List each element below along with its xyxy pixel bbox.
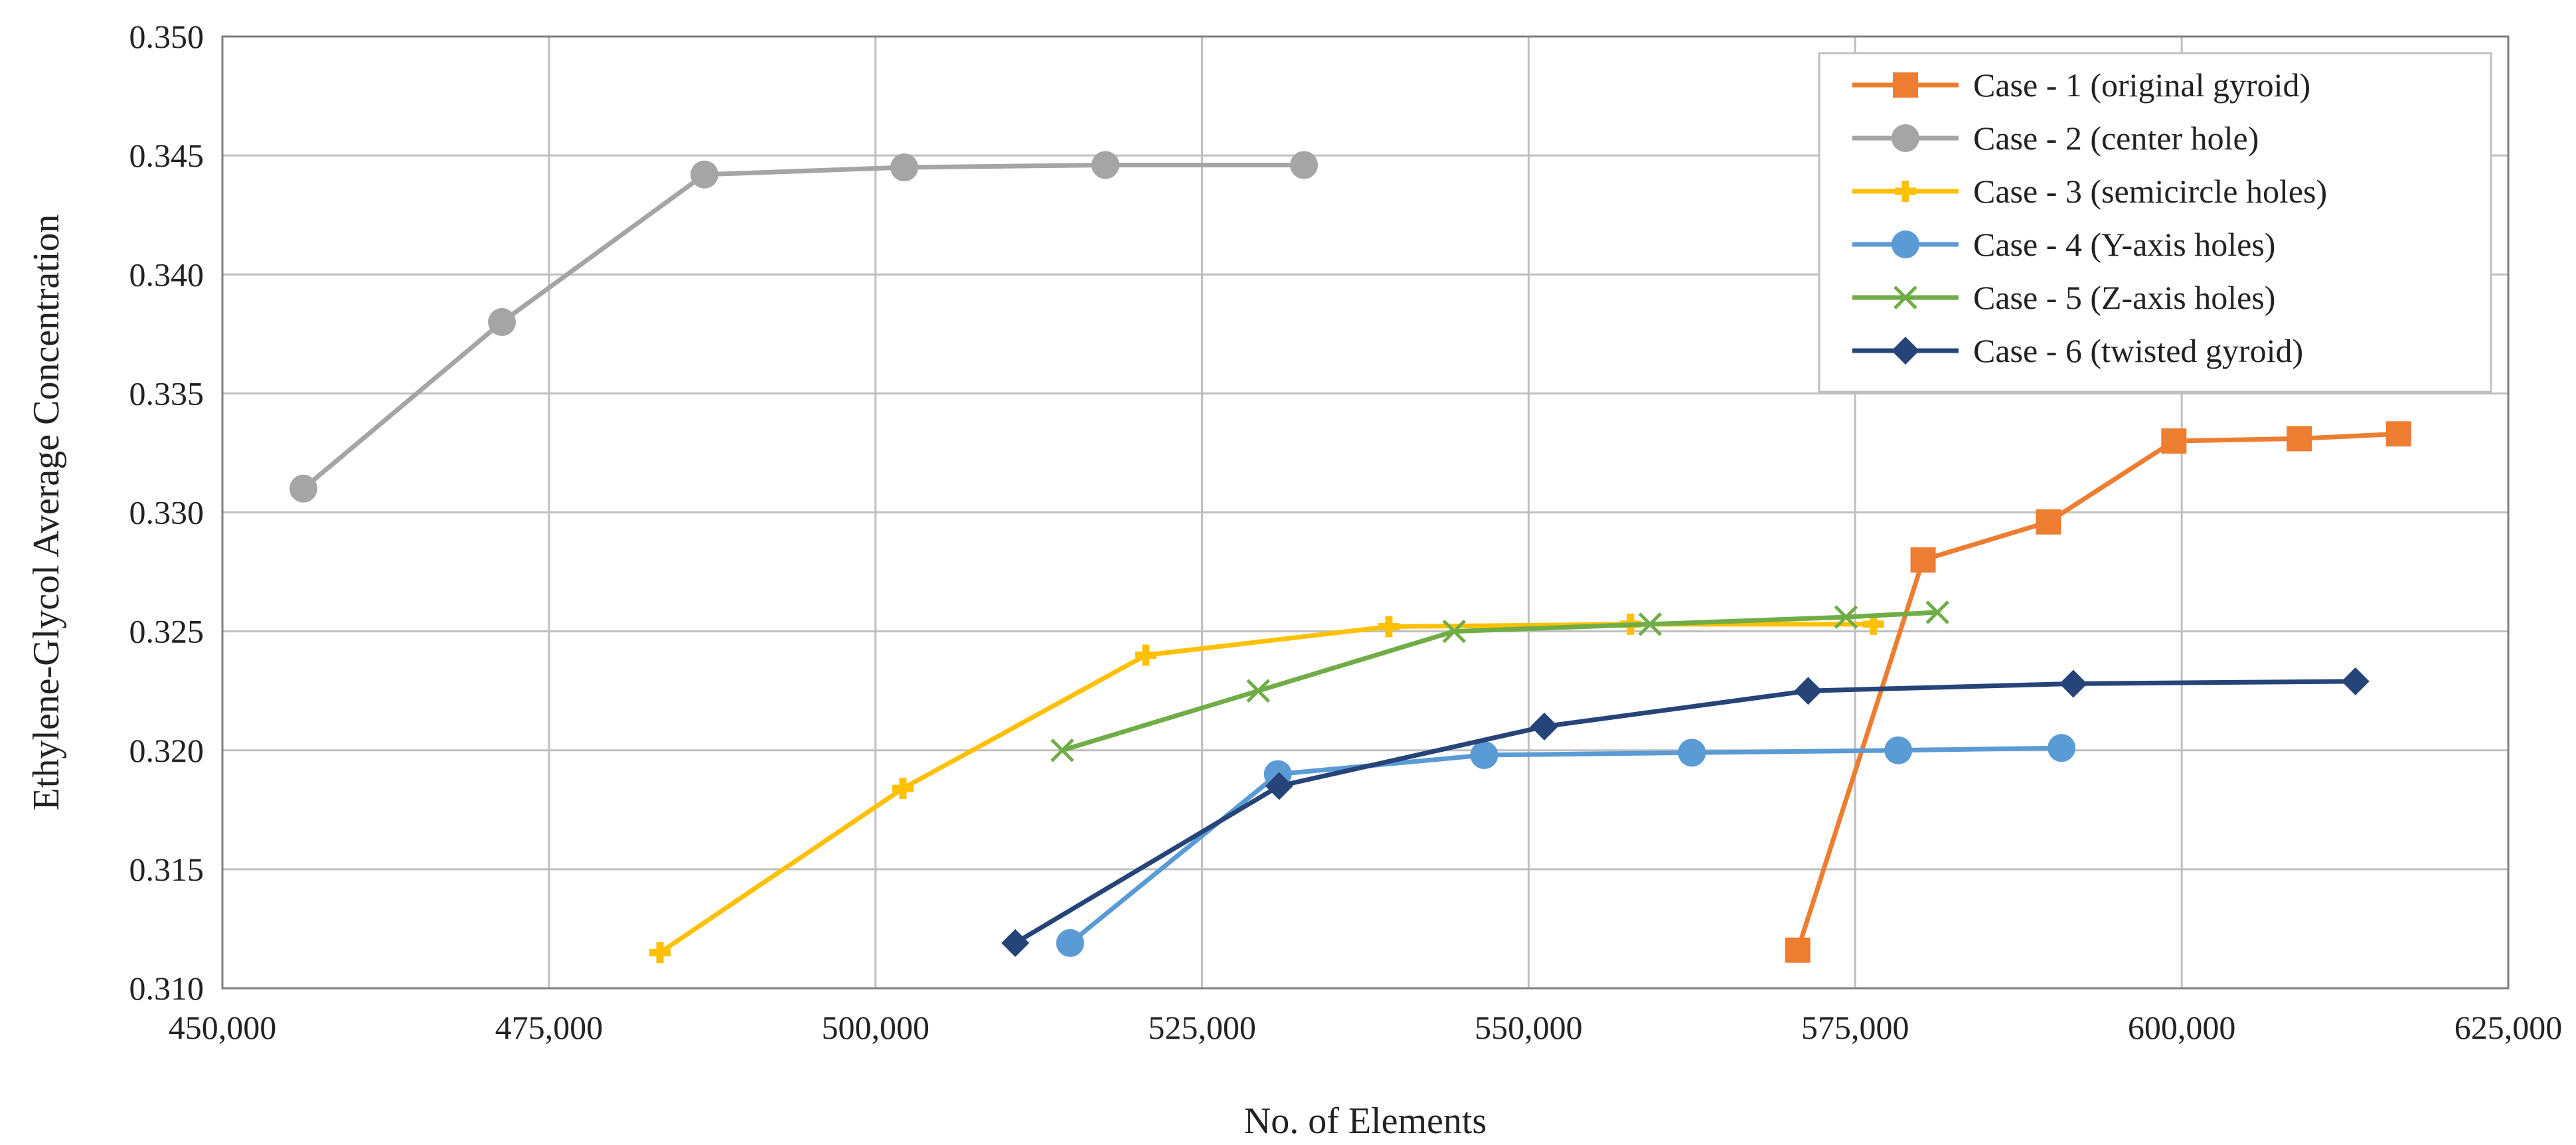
x-tick-label: 500,000 — [821, 1009, 929, 1046]
data-point — [1378, 616, 1400, 638]
data-point — [1246, 679, 1270, 703]
series-line — [1068, 745, 2062, 945]
data-point — [1785, 937, 1811, 963]
y-tick-label: 0.320 — [129, 732, 204, 769]
data-point — [1470, 741, 1498, 769]
series-line — [1014, 679, 2356, 945]
series-2 — [289, 151, 1319, 503]
data-point — [2385, 421, 2411, 447]
data-point — [1001, 928, 1030, 957]
series-5 — [1050, 600, 1949, 762]
data-point — [1442, 619, 1467, 644]
y-tick-label: 0.330 — [129, 494, 204, 531]
legend-item: Case - 3 (semicircle holes) — [1852, 173, 2327, 210]
tick-labels: 450,000 475,000 500,000 525,000 550,000 575,0… — [129, 18, 2563, 1046]
y-tick-label: 0.335 — [129, 375, 204, 412]
data-point — [1135, 644, 1157, 666]
series-line — [1062, 610, 1938, 753]
legend-item: Case - 5 (Z-axis holes) — [1852, 279, 2275, 316]
y-tick-label: 0.350 — [129, 18, 204, 55]
data-point — [1050, 738, 1074, 762]
series-4 — [1056, 734, 2076, 957]
legend-marker — [1893, 286, 1917, 309]
legend-label: Case - 4 (Y-axis holes) — [1973, 226, 2275, 263]
data-point — [1678, 739, 1706, 767]
data-point — [1265, 772, 1293, 800]
data-point — [1091, 151, 1119, 179]
x-tick-label: 525,000 — [1148, 1009, 1256, 1046]
data-point — [2287, 426, 2312, 452]
data-point — [890, 153, 918, 182]
y-tick-label: 0.345 — [129, 137, 204, 174]
data-point — [690, 160, 718, 189]
legend-label: Case - 6 (twisted gyroid) — [1973, 332, 2303, 369]
data-point — [1925, 600, 1949, 624]
series-1 — [1785, 421, 2411, 963]
x-tick-label: 450,000 — [169, 1009, 277, 1046]
data-point — [1530, 712, 1559, 741]
series-line — [1795, 431, 2399, 951]
x-tick-label: 600,000 — [2128, 1009, 2236, 1046]
x-tick-label: 575,000 — [1801, 1009, 1909, 1046]
legend-label: Case - 1 (original gyroid) — [1973, 66, 2310, 104]
legend-marker — [1892, 230, 1919, 258]
data-point — [892, 778, 914, 800]
y-axis-label: Ethylene-Glycol Average Concentration — [26, 215, 67, 811]
data-point — [2341, 667, 2370, 695]
legend-item: Case - 1 (original gyroid) — [1852, 66, 2310, 104]
data-point — [2059, 669, 2087, 698]
legend-marker — [1893, 72, 1918, 98]
data-point — [488, 308, 517, 336]
data-point — [2036, 509, 2061, 535]
data-point — [1910, 547, 1936, 573]
x-tick-label: 475,000 — [495, 1009, 604, 1046]
series-group — [289, 151, 2411, 964]
y-tick-label: 0.315 — [129, 851, 204, 888]
data-point — [1290, 151, 1319, 179]
legend-item: Case - 2 (center hole) — [1852, 120, 2259, 157]
x-tick-label: 625,000 — [2455, 1009, 2563, 1046]
legend-label: Case - 2 (center hole) — [1973, 120, 2259, 157]
series-line — [301, 163, 1304, 491]
x-axis-label: No. of Elements — [1244, 1101, 1487, 1142]
y-tick-label: 0.325 — [129, 613, 204, 650]
legend-label: Case - 3 (semicircle holes) — [1973, 173, 2327, 210]
legend-marker — [1892, 124, 1919, 152]
data-point — [1834, 605, 1858, 629]
legend-box — [1818, 52, 2492, 393]
data-point — [649, 942, 671, 964]
legend-item: Case - 6 (twisted gyroid) — [1852, 332, 2303, 369]
series-3 — [649, 613, 1884, 964]
legend: Case - 1 (original gyroid) Case - 2 (cent… — [1818, 52, 2492, 393]
data-point — [2048, 734, 2076, 762]
series-6 — [1001, 667, 2370, 957]
legend-label: Case - 5 (Z-axis holes) — [1973, 279, 2275, 316]
data-point — [2161, 428, 2187, 454]
x-tick-label: 550,000 — [1475, 1009, 1583, 1046]
y-tick-label: 0.310 — [129, 970, 204, 1007]
data-point — [1056, 928, 1084, 957]
plot-area — [221, 35, 2510, 990]
data-point — [289, 474, 317, 503]
legend-item: Case - 4 (Y-axis holes) — [1852, 226, 2275, 263]
series-line — [659, 622, 1874, 955]
data-point — [1638, 612, 1662, 636]
legend-marker — [1895, 181, 1916, 202]
y-tick-label: 0.340 — [129, 256, 204, 293]
legend-marker — [1892, 337, 1919, 365]
data-point — [1884, 736, 1913, 764]
data-point — [1794, 677, 1822, 705]
